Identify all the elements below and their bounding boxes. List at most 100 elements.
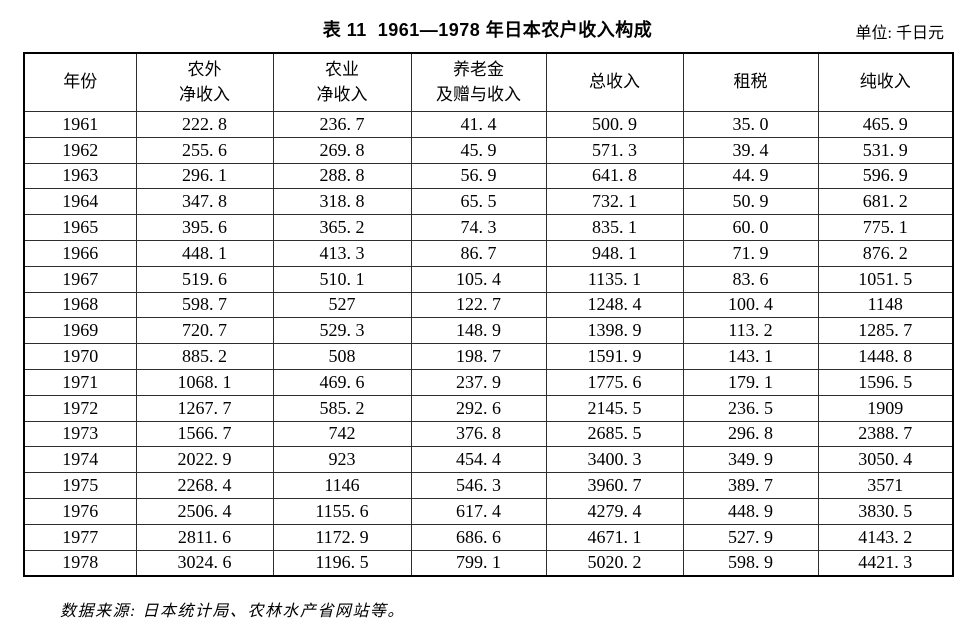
value-cell: 4143. 2 <box>817 523 954 551</box>
value-cell: 885. 2 <box>135 343 274 370</box>
value-cell: 571. 3 <box>545 136 684 164</box>
column-header-pension-gift-income: 养老金 及赠与收入 <box>410 52 547 112</box>
value-cell: 3960. 7 <box>545 472 684 499</box>
value-cell: 686. 6 <box>410 523 547 551</box>
table-row: 1971 1068. 1 469. 6 237. 9 1775. 6 179. 1 1596… <box>23 368 954 396</box>
value-cell: 105. 4 <box>410 265 547 293</box>
table-row: 1968 598. 7 527 122. 7 1248. 4 100. 4 1148 <box>23 291 954 319</box>
year-cell: 1974 <box>23 446 137 474</box>
value-cell: 1068. 1 <box>135 368 274 396</box>
value-cell: 500. 9 <box>545 111 684 138</box>
value-cell: 83. 6 <box>682 265 819 293</box>
column-header-year: 年份 <box>23 52 137 112</box>
year-cell: 1966 <box>23 239 137 267</box>
value-cell: 269. 8 <box>272 136 412 164</box>
value-cell: 296. 8 <box>682 420 819 448</box>
year-cell: 1965 <box>23 214 137 241</box>
column-header-total-income: 总收入 <box>545 52 684 112</box>
unit-note: 单位: 千日元 <box>855 25 944 42</box>
value-cell: 527. 9 <box>682 523 819 551</box>
value-cell: 143. 1 <box>682 343 819 370</box>
value-cell: 60. 0 <box>682 214 819 241</box>
table-row: 1977 2811. 6 1172. 9 686. 6 4671. 1 527. 9 414… <box>23 523 954 551</box>
value-cell: 35. 0 <box>682 111 819 138</box>
value-cell: 1596. 5 <box>817 368 954 396</box>
value-cell: 681. 2 <box>817 188 954 216</box>
value-cell: 641. 8 <box>545 162 684 190</box>
value-cell: 3830. 5 <box>817 497 954 525</box>
value-cell: 546. 3 <box>410 472 547 499</box>
value-cell: 2268. 4 <box>135 472 274 499</box>
value-cell: 413. 3 <box>272 239 412 267</box>
value-cell: 1135. 1 <box>545 265 684 293</box>
year-cell: 1968 <box>23 291 137 319</box>
year-cell: 1962 <box>23 136 137 164</box>
value-cell: 1566. 7 <box>135 420 274 448</box>
table-row: 1964 347. 8 318. 8 65. 5 732. 1 50. 9 681. 2 <box>23 188 954 216</box>
value-cell: 1591. 9 <box>545 343 684 370</box>
value-cell: 288. 8 <box>272 162 412 190</box>
value-cell: 45. 9 <box>410 136 547 164</box>
value-cell: 4279. 4 <box>545 497 684 525</box>
column-header-taxes: 租税 <box>682 52 819 112</box>
table-row: 1976 2506. 4 1155. 6 617. 4 4279. 4 448. 9 383… <box>23 497 954 525</box>
table-row: 1972 1267. 7 585. 2 292. 6 2145. 5 236. 5 1909 <box>23 394 954 422</box>
value-cell: 448. 9 <box>682 497 819 525</box>
value-cell: 395. 6 <box>135 214 274 241</box>
value-cell: 1267. 7 <box>135 394 274 422</box>
income-composition-table: 年份 农外 净收入 农业 净收入 养老金 及赠与收入 总收入 租税 纯收入 1961 222. … <box>23 52 954 578</box>
value-cell: 742 <box>272 420 412 448</box>
value-cell: 50. 9 <box>682 188 819 216</box>
value-cell: 448. 1 <box>135 239 274 267</box>
value-cell: 3024. 6 <box>135 549 274 577</box>
table-row: 1966 448. 1 413. 3 86. 7 948. 1 71. 9 876. 2 <box>23 239 954 267</box>
year-cell: 1961 <box>23 111 137 138</box>
value-cell: 5020. 2 <box>545 549 684 577</box>
value-cell: 585. 2 <box>272 394 412 422</box>
value-cell: 2022. 9 <box>135 446 274 474</box>
table-row: 1974 2022. 9 923 454. 4 3400. 3 349. 9 3050. 4 <box>23 446 954 474</box>
value-cell: 598. 9 <box>682 549 819 577</box>
year-cell: 1967 <box>23 265 137 293</box>
value-cell: 292. 6 <box>410 394 547 422</box>
value-cell: 3400. 3 <box>545 446 684 474</box>
value-cell: 799. 1 <box>410 549 547 577</box>
value-cell: 1196. 5 <box>272 549 412 577</box>
value-cell: 318. 8 <box>272 188 412 216</box>
value-cell: 4671. 1 <box>545 523 684 551</box>
year-cell: 1977 <box>23 523 137 551</box>
value-cell: 775. 1 <box>817 214 954 241</box>
value-cell: 454. 4 <box>410 446 547 474</box>
value-cell: 1398. 9 <box>545 317 684 345</box>
year-cell: 1969 <box>23 317 137 345</box>
value-cell: 531. 9 <box>817 136 954 164</box>
value-cell: 296. 1 <box>135 162 274 190</box>
value-cell: 1448. 8 <box>817 343 954 370</box>
value-cell: 469. 6 <box>272 368 412 396</box>
table-row: 1973 1566. 7 742 376. 8 2685. 5 296. 8 2388. 7 <box>23 420 954 448</box>
value-cell: 1248. 4 <box>545 291 684 319</box>
table-row: 1963 296. 1 288. 8 56. 9 641. 8 44. 9 596. 9 <box>23 162 954 190</box>
table-row: 1965 395. 6 365. 2 74. 3 835. 1 60. 0 775. 1 <box>23 214 954 241</box>
table-row: 1962 255. 6 269. 8 45. 9 571. 3 39. 4 531. 9 <box>23 136 954 164</box>
value-cell: 365. 2 <box>272 214 412 241</box>
year-cell: 1975 <box>23 472 137 499</box>
value-cell: 113. 2 <box>682 317 819 345</box>
value-cell: 1285. 7 <box>817 317 954 345</box>
value-cell: 71. 9 <box>682 239 819 267</box>
value-cell: 236. 7 <box>272 111 412 138</box>
table-row: 1967 519. 6 510. 1 105. 4 1135. 1 83. 6 1051. … <box>23 265 954 293</box>
column-header-nonfarm-net-income: 农外 净收入 <box>135 52 274 112</box>
table-title: 表 11 1961—1978 年日本农户收入构成 <box>322 20 653 40</box>
value-cell: 349. 9 <box>682 446 819 474</box>
value-cell: 876. 2 <box>817 239 954 267</box>
value-cell: 2506. 4 <box>135 497 274 525</box>
year-cell: 1970 <box>23 343 137 370</box>
value-cell: 236. 5 <box>682 394 819 422</box>
value-cell: 86. 7 <box>410 239 547 267</box>
table-row: 1969 720. 7 529. 3 148. 9 1398. 9 113. 2 1285.… <box>23 317 954 345</box>
value-cell: 122. 7 <box>410 291 547 319</box>
value-cell: 347. 8 <box>135 188 274 216</box>
value-cell: 923 <box>272 446 412 474</box>
year-cell: 1971 <box>23 368 137 396</box>
